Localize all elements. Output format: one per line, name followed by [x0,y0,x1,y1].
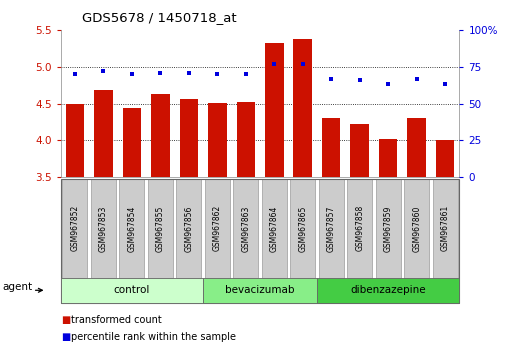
Text: GSM967864: GSM967864 [270,205,279,252]
Bar [237,102,255,177]
Bar [351,124,369,177]
Text: GSM967862: GSM967862 [213,205,222,251]
Text: percentile rank within the sample: percentile rank within the sample [71,332,237,342]
Text: GSM967852: GSM967852 [70,205,79,251]
Text: ■: ■ [61,315,70,325]
Text: GSM967855: GSM967855 [156,205,165,252]
Bar [294,39,312,177]
Text: GSM967865: GSM967865 [298,205,307,252]
Text: GDS5678 / 1450718_at: GDS5678 / 1450718_at [82,11,237,24]
Text: GSM967859: GSM967859 [384,205,393,252]
Bar [208,103,227,177]
Text: ■: ■ [61,332,70,342]
Text: GSM967857: GSM967857 [327,205,336,252]
Text: dibenzazepine: dibenzazepine [351,285,426,295]
Text: GSM967861: GSM967861 [441,205,450,251]
Bar [180,99,198,177]
Bar [408,118,426,177]
Bar [436,140,455,177]
Text: GSM967860: GSM967860 [412,205,421,252]
Text: GSM967853: GSM967853 [99,205,108,252]
Text: GSM967858: GSM967858 [355,205,364,251]
Bar [265,43,284,177]
Bar [122,108,141,177]
Text: GSM967856: GSM967856 [184,205,193,252]
Bar [322,118,341,177]
Text: agent: agent [3,282,33,292]
Text: GSM967863: GSM967863 [241,205,250,252]
Bar [151,94,169,177]
Text: control: control [114,285,150,295]
Text: transformed count: transformed count [71,315,162,325]
Bar [65,103,84,177]
Text: bevacizumab: bevacizumab [225,285,295,295]
Text: GSM967854: GSM967854 [127,205,136,252]
Bar [94,90,112,177]
Bar [379,139,398,177]
